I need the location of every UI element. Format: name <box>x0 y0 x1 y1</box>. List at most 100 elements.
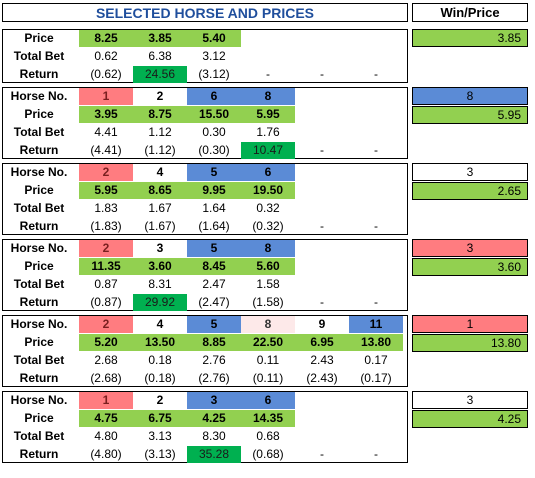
price-cell: 6.75 <box>133 410 187 427</box>
price-label: Price <box>24 259 54 273</box>
price-cell: 3.60 <box>133 258 187 275</box>
return-label: Return <box>19 371 59 385</box>
price-row: Price 3.95 8.75 15.50 5.95 <box>3 106 407 123</box>
price-label: Price <box>24 31 54 45</box>
price-label: Price <box>24 411 54 425</box>
total-bet-cell: 1.58 <box>256 277 280 291</box>
total-bet-cell: 2.43 <box>310 353 334 367</box>
return-cell: (1.83) <box>90 219 122 233</box>
total-bet-label: Total Bet <box>13 49 65 63</box>
return-cell: - <box>374 67 378 81</box>
return-cell: (3.12) <box>198 67 230 81</box>
race-block: Horse No. 2 4 5 6 Price 5.95 8.65 9.95 19.50 Total… <box>2 163 408 235</box>
return-cell: (2.68) <box>90 371 122 385</box>
return-cell: (1.67) <box>144 219 176 233</box>
total-bet-label: Total Bet <box>13 353 65 367</box>
return-cell: (0.68) <box>252 447 284 461</box>
price-label: Price <box>24 107 54 121</box>
return-cell: - <box>374 295 378 309</box>
total-bet-cell: 0.30 <box>202 125 226 139</box>
total-bet-cell: 8.31 <box>148 277 172 291</box>
return-cell: - <box>320 219 324 233</box>
price-cell: 6.95 <box>295 334 349 351</box>
price-cell: 22.50 <box>241 334 295 351</box>
win-price-value: 3.85 <box>412 29 528 47</box>
return-row: Return (2.68) (0.18) (2.76) (0.11) (2.43) (0.1… <box>3 370 407 387</box>
return-cell: (2.76) <box>198 371 230 385</box>
total-bet-cell: 1.76 <box>256 125 280 139</box>
return-cell: (1.12) <box>144 143 176 157</box>
price-cell: 5.95 <box>241 106 295 123</box>
winning-return-cell: 29.92 <box>133 294 187 311</box>
winning-return-cell: 10.47 <box>241 142 295 159</box>
horse-number-cell: 8 <box>241 88 295 105</box>
price-cell: 8.65 <box>133 182 187 199</box>
total-bet-cell: 0.68 <box>256 429 280 443</box>
return-cell: (2.47) <box>198 295 230 309</box>
price-cell: 11.35 <box>79 258 133 275</box>
return-cell: (1.64) <box>198 219 230 233</box>
return-cell: (2.43) <box>306 371 338 385</box>
return-label: Return <box>19 143 59 157</box>
horse-number-cell: 6 <box>187 88 241 105</box>
horse-number-cell: 5 <box>187 316 241 333</box>
return-cell: - <box>320 143 324 157</box>
total-bet-cell: 1.67 <box>148 201 172 215</box>
horse-row: Horse No. 1 2 3 6 <box>3 392 407 409</box>
horse-number-cell: 5 <box>187 164 241 181</box>
total-bet-cell: 1.83 <box>94 201 118 215</box>
horse-row: Horse No. 2 4 5 8 9 11 <box>3 316 407 333</box>
page-title: SELECTED HORSE AND PRICES <box>2 3 408 22</box>
total-bet-row: Total Bet 4.41 1.12 0.30 1.76 <box>3 124 407 141</box>
price-cell: 13.80 <box>349 334 403 351</box>
horse-label: Horse No. <box>10 241 68 255</box>
race-block: Horse No. 2 3 5 8 Price 11.35 3.60 8.45 5.60 Total… <box>2 239 408 311</box>
total-bet-cell: 2.76 <box>202 353 226 367</box>
horse-number-cell: 2 <box>133 88 187 105</box>
horse-number-cell: 6 <box>241 164 295 181</box>
return-cell: (4.80) <box>90 447 122 461</box>
win-price-value: 4.25 <box>412 410 528 428</box>
price-row: Price 5.20 13.50 8.85 22.50 6.95 13.80 <box>3 334 407 351</box>
horse-number-cell: 1 <box>79 392 133 409</box>
price-cell: 8.45 <box>187 258 241 275</box>
horse-number-cell: 3 <box>133 240 187 257</box>
price-label: Price <box>24 183 54 197</box>
race-block: Horse No. 1 2 3 6 Price 4.75 6.75 4.25 14.35 Total… <box>2 391 408 463</box>
total-bet-label: Total Bet <box>13 277 65 291</box>
total-bet-cell: 3.13 <box>148 429 172 443</box>
total-bet-cell: 2.68 <box>94 353 118 367</box>
win-price-header: Win/Price <box>412 3 528 22</box>
price-cell: 4.25 <box>187 410 241 427</box>
horse-label: Horse No. <box>10 317 68 331</box>
horse-number-cell: 6 <box>241 392 295 409</box>
return-cell: - <box>320 295 324 309</box>
total-bet-cell: 0.11 <box>256 353 280 367</box>
win-horse-number: 3 <box>412 163 528 181</box>
price-cell: 15.50 <box>187 106 241 123</box>
return-cell: (4.41) <box>90 143 122 157</box>
price-cell: 9.95 <box>187 182 241 199</box>
price-cell: 8.85 <box>187 334 241 351</box>
return-label: Return <box>19 295 59 309</box>
price-cell: 5.40 <box>187 30 241 47</box>
price-cell: 3.95 <box>79 106 133 123</box>
race-block: Horse No. 2 4 5 8 9 11 Price 5.20 13.50 8.85 22.50 6… <box>2 315 408 387</box>
return-cell: (0.32) <box>252 219 284 233</box>
price-cell: 4.75 <box>79 410 133 427</box>
total-bet-cell: 4.41 <box>94 125 118 139</box>
total-bet-cell: 0.62 <box>94 49 118 63</box>
total-bet-cell: 0.87 <box>94 277 118 291</box>
return-row: Return (0.62) 24.56 (3.12) - - - <box>3 66 407 83</box>
win-price-value: 3.60 <box>412 258 528 276</box>
return-cell: (0.17) <box>360 371 392 385</box>
return-row: Return (4.80) (3.13) 35.28 (0.68) - - <box>3 446 407 463</box>
horse-number-cell: 3 <box>187 392 241 409</box>
horse-number-cell: 8 <box>241 316 295 333</box>
horse-number-cell: 8 <box>241 240 295 257</box>
total-bet-cell: 0.18 <box>148 353 172 367</box>
price-cell: 8.75 <box>133 106 187 123</box>
horse-number-cell: 2 <box>79 240 133 257</box>
total-bet-row: Total Bet 2.68 0.18 2.76 0.11 2.43 0.17 <box>3 352 407 369</box>
price-row: Price 11.35 3.60 8.45 5.60 <box>3 258 407 275</box>
